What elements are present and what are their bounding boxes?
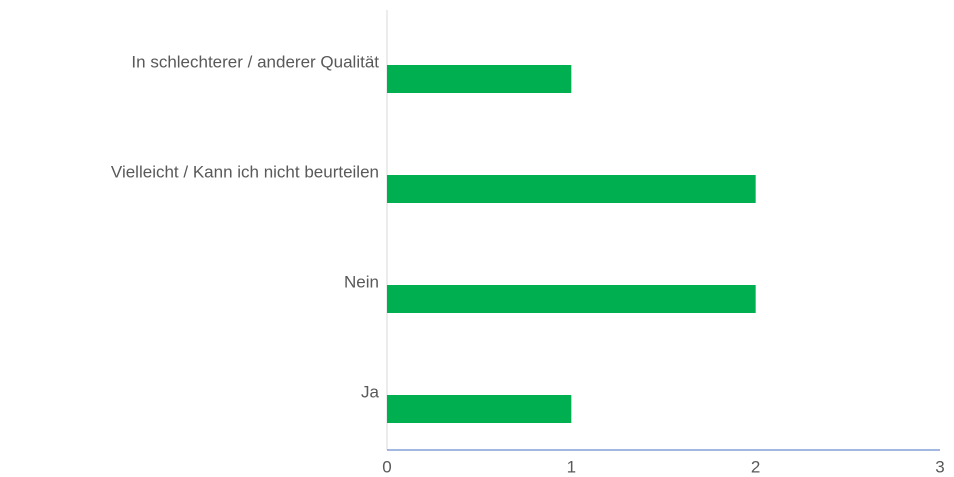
bar xyxy=(387,395,572,423)
y-tick-label: Nein xyxy=(344,272,379,291)
x-tick-label: 0 xyxy=(382,457,391,476)
y-tick-label: Vielleicht / Kann ich nicht beurteilen xyxy=(111,162,379,181)
y-tick-label: In schlechterer / anderer Qualität xyxy=(131,52,379,71)
x-tick-label: 2 xyxy=(751,457,760,476)
bar xyxy=(387,65,572,93)
x-tick-label: 3 xyxy=(935,457,944,476)
bar xyxy=(387,285,756,313)
bar xyxy=(387,175,756,203)
y-tick-label: Ja xyxy=(361,382,380,401)
x-tick-label: 1 xyxy=(567,457,576,476)
